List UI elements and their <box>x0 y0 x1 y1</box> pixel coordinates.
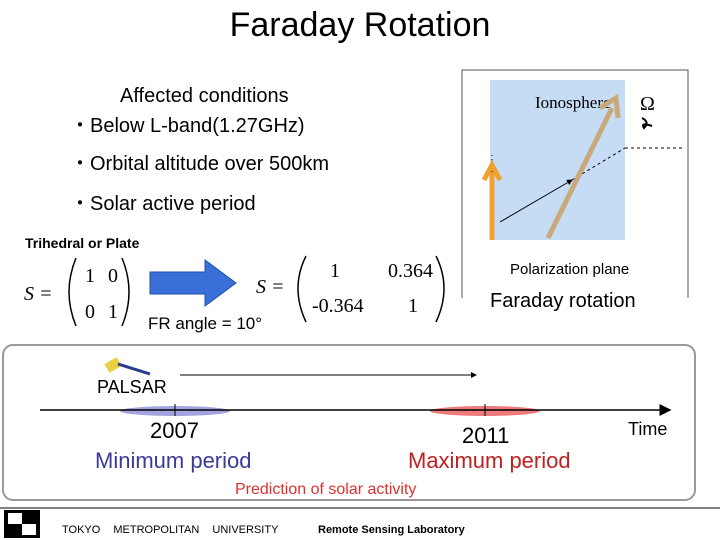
matrix-cell: 1 <box>85 265 95 287</box>
bracket <box>435 255 445 323</box>
satellite-icon <box>104 357 122 373</box>
bracket <box>297 255 307 323</box>
polarization-arrow <box>481 159 503 182</box>
matrix-before: S = 1 0 0 1 <box>24 257 130 327</box>
matrix-cell: 0.364 <box>388 260 433 282</box>
ionosphere-label: Ionosphere <box>535 93 611 112</box>
satellite-icon <box>117 362 151 376</box>
university: TOKYO METROPOLITAN UNIVERSITY <box>62 524 279 536</box>
ray <box>499 179 573 223</box>
transform-arrow <box>149 259 237 307</box>
footer-bar <box>0 508 720 540</box>
bracket <box>68 257 77 327</box>
timeline-box <box>2 344 696 501</box>
timeline-caption: Prediction of solar activity <box>235 481 416 498</box>
condition-item: ・Below L-band(1.27GHz) <box>70 115 305 137</box>
rotation-symbol <box>641 117 653 130</box>
axis-label: Time <box>628 419 667 439</box>
event-label: Maximum period <box>408 448 571 473</box>
logo <box>8 513 22 524</box>
satellite-label: PALSAR <box>97 377 167 397</box>
matrix-cell: 1 <box>408 295 418 317</box>
bracket <box>121 257 130 327</box>
matrix-symbol: S = <box>24 283 53 305</box>
event-year: 2011 <box>462 423 509 448</box>
omega: Ω <box>640 93 655 115</box>
diagram-frame <box>461 69 689 298</box>
matrix-label: Trihedral or Plate <box>25 235 140 251</box>
matrix-symbol: S = <box>256 276 285 298</box>
matrix-after: S = 1 0.364 -0.364 1 <box>256 255 445 323</box>
timeline: PALSAR Time 2007 Minimum period 2011 Max… <box>2 344 696 501</box>
rotated-arrow <box>545 106 615 240</box>
condition-item: ・Orbital altitude over 500km <box>70 153 329 175</box>
matrix-cell: 0 <box>85 301 95 323</box>
fr-angle: FR angle = 10° <box>148 314 262 333</box>
matrix-cell: 0 <box>108 265 118 287</box>
event-label: Minimum period <box>95 448 252 473</box>
diagram: Ionosphere Ω Polarization plane Faraday … <box>461 69 689 312</box>
condition-item: ・Solar active period <box>70 193 256 215</box>
matrix-cell: 1 <box>108 301 118 323</box>
diagram-caption: Faraday rotation <box>490 290 636 312</box>
title: Faraday Rotation <box>230 6 491 44</box>
matrix-cell: -0.364 <box>312 295 364 317</box>
logo <box>22 524 36 535</box>
lab: Remote Sensing Laboratory <box>318 524 466 536</box>
matrix-cell: 1 <box>330 260 340 282</box>
event-year: 2007 <box>150 418 199 443</box>
ray <box>571 147 626 181</box>
conditions-heading: Affected conditions <box>120 85 289 107</box>
polarization-label: Polarization plane <box>510 261 629 278</box>
rotated-arrow <box>598 93 621 119</box>
footer: TOKYO METROPOLITAN UNIVERSITY Remote Sen… <box>0 507 720 540</box>
